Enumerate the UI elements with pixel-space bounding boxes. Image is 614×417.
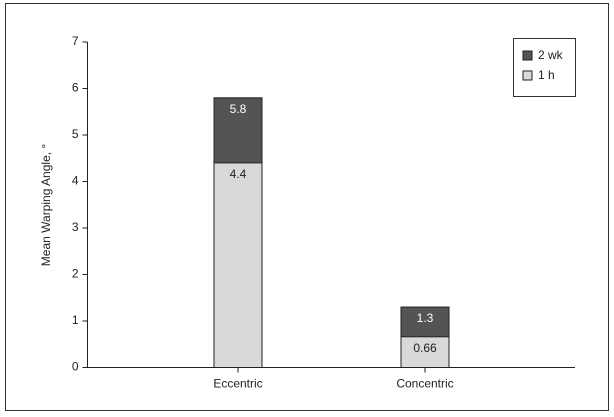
value-label: 1.3 — [417, 311, 434, 325]
y-tick-label: 0 — [72, 360, 79, 374]
y-axis-title: Mean Warping Angle, ° — [39, 144, 53, 267]
y-tick-label: 5 — [72, 127, 79, 141]
legend-label: 1 h — [538, 68, 555, 82]
y-tick-label: 4 — [72, 174, 79, 188]
value-label: 5.8 — [230, 102, 247, 116]
legend-swatch — [522, 50, 533, 61]
legend-label: 2 wk — [538, 48, 564, 62]
x-tick-label: Concentric — [396, 377, 453, 391]
legend-box — [513, 38, 576, 97]
y-tick-label: 1 — [72, 313, 79, 327]
y-tick-label: 2 — [72, 267, 79, 281]
legend-swatch — [522, 70, 533, 81]
bar — [400, 336, 450, 368]
y-tick-label: 7 — [72, 34, 79, 48]
x-tick-label: Eccentric — [213, 377, 262, 391]
value-label: 4.4 — [230, 167, 247, 181]
frame — [5, 3, 609, 411]
value-label: 0.66 — [413, 341, 437, 355]
y-tick-label: 6 — [72, 81, 79, 95]
y-tick-label: 3 — [72, 220, 79, 234]
bar — [213, 162, 263, 368]
